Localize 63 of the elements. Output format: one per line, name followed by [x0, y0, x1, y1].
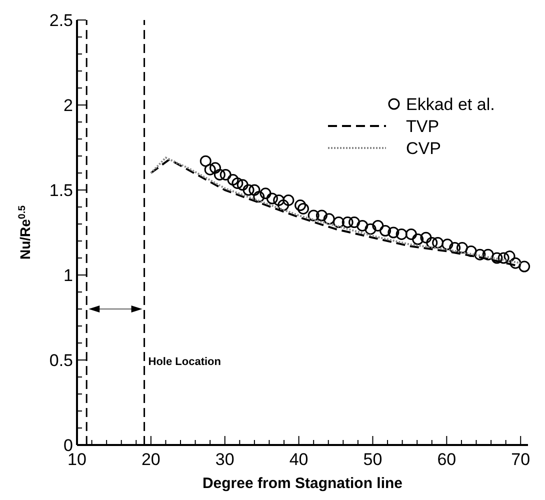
x-tick-label: 50: [363, 450, 382, 469]
legend-label: TVP: [406, 117, 440, 136]
point: [332, 216, 344, 228]
point: [426, 236, 438, 248]
point: [266, 192, 278, 204]
point: [442, 238, 454, 250]
point: [294, 200, 306, 212]
point: [348, 216, 360, 228]
point: [204, 164, 216, 176]
point: [356, 220, 368, 232]
x-tick-label: 10: [68, 450, 86, 469]
point: [278, 200, 290, 212]
point: [465, 245, 477, 257]
point: [248, 184, 260, 196]
point: [420, 232, 432, 244]
x-tick-label: 40: [289, 450, 308, 469]
y-tick-label: 1: [64, 266, 73, 285]
point: [210, 162, 222, 174]
point: [253, 191, 265, 203]
y-tick-label: 1.5: [49, 181, 73, 200]
point: [364, 223, 376, 235]
point: [449, 242, 461, 254]
point: [214, 168, 226, 180]
point: [200, 155, 212, 167]
point: [498, 252, 510, 264]
point: [396, 228, 408, 240]
point: [220, 168, 232, 180]
y-tick-label: 2: [64, 96, 73, 115]
point: [282, 194, 294, 206]
x-tick-label: 30: [215, 450, 234, 469]
point: [504, 250, 516, 262]
point: [342, 216, 354, 228]
point: [456, 242, 468, 254]
point: [227, 174, 239, 186]
x-tick-label: 20: [141, 450, 160, 469]
point: [510, 257, 522, 269]
point: [405, 228, 417, 240]
point: [242, 184, 254, 196]
point: [372, 220, 384, 232]
point: [273, 194, 285, 206]
point: [432, 236, 444, 248]
point: [297, 202, 309, 214]
point: [518, 260, 530, 272]
y-tick-label: 2.5: [49, 11, 73, 30]
point: [232, 177, 244, 189]
point: [236, 179, 248, 191]
point: [412, 234, 424, 246]
point: [323, 213, 335, 225]
point: [491, 252, 503, 264]
x-tick-label: 70: [511, 450, 530, 469]
x-tick-label: 60: [437, 450, 456, 469]
point: [474, 248, 486, 260]
point: [380, 225, 392, 237]
point: [308, 210, 320, 222]
legend-label: Ekkad et al.: [406, 95, 495, 114]
legend-label: CVP: [406, 139, 441, 158]
y-tick-label: 0.5: [49, 351, 73, 370]
x-axis-title: Degree from Stagnation line: [202, 475, 403, 492]
point: [388, 226, 400, 238]
point: [260, 188, 272, 200]
point: [482, 248, 494, 260]
annotation: Hole Location: [148, 356, 222, 368]
point: [316, 210, 328, 222]
